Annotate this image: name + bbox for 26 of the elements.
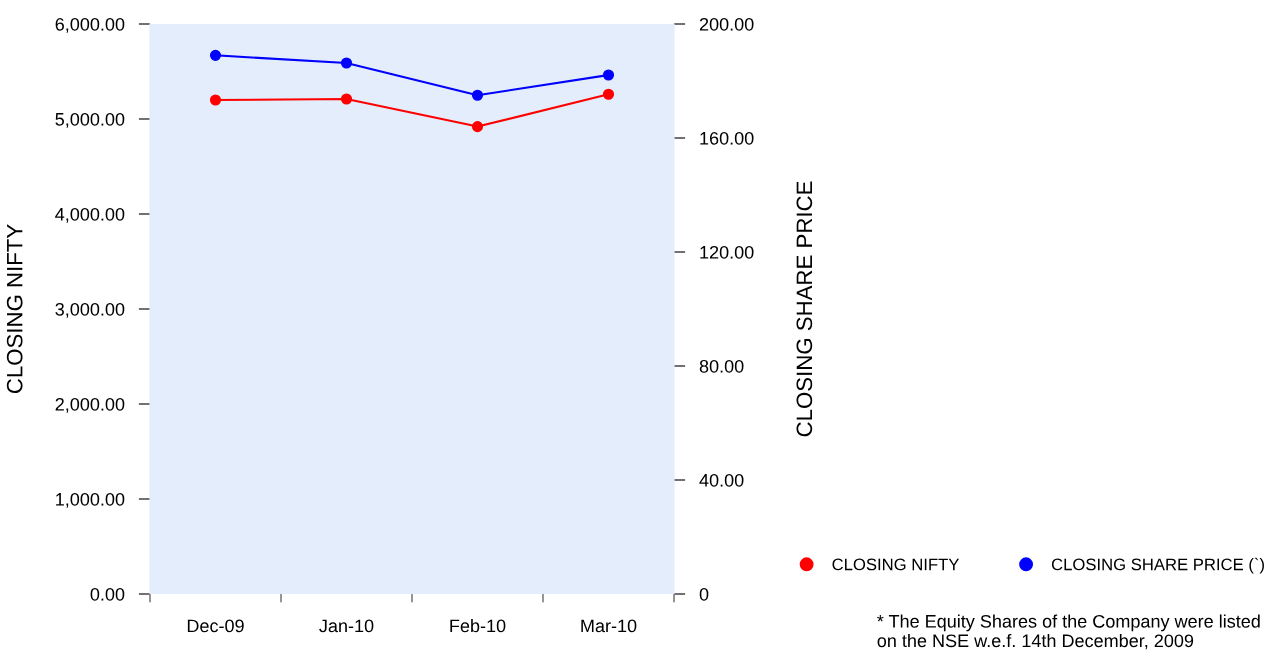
y2-tick-label: 80.00 <box>699 359 744 373</box>
x-tick-label: Feb-10 <box>450 619 506 633</box>
y2-axis-title: CLOSING SHARE PRICE <box>796 181 813 437</box>
y2-tick-label: 120.00 <box>700 245 754 259</box>
y-tick-label: 0.00 <box>90 587 125 601</box>
legend-label: CLOSING SHARE PRICE (`) <box>1051 557 1264 574</box>
y-tick-label: 3,000.00 <box>55 302 125 318</box>
x-tick-label: Mar-10 <box>581 619 637 633</box>
y-tick-label: 4,000.00 <box>55 207 125 223</box>
y2-tick-label: 200.00 <box>699 17 754 31</box>
x-tick-label: Jan-10 <box>319 619 374 633</box>
y-tick-label: 1,000.00 <box>56 492 125 508</box>
y2-tick-label: 0 <box>699 587 709 601</box>
point <box>340 57 353 69</box>
y2-tick-label: 40.00 <box>699 473 744 487</box>
point <box>602 69 615 81</box>
text: * The Equity Shares of the Company were listed on the NSE w.e.f. 14th December, 2009 <box>877 614 1260 650</box>
y-tick-label: 6,000.00 <box>55 17 125 33</box>
legend-label: CLOSING NIFTY <box>832 558 960 571</box>
x-tick-label: Dec-09 <box>187 619 244 633</box>
y2-tick-label: 160.00 <box>700 131 754 145</box>
y-tick-label: 2,000.00 <box>55 397 125 413</box>
y-axis-title: CLOSING NIFTY <box>6 224 23 394</box>
point <box>471 89 484 101</box>
point <box>209 49 222 61</box>
y-tick-label: 5,000.00 <box>55 112 125 128</box>
